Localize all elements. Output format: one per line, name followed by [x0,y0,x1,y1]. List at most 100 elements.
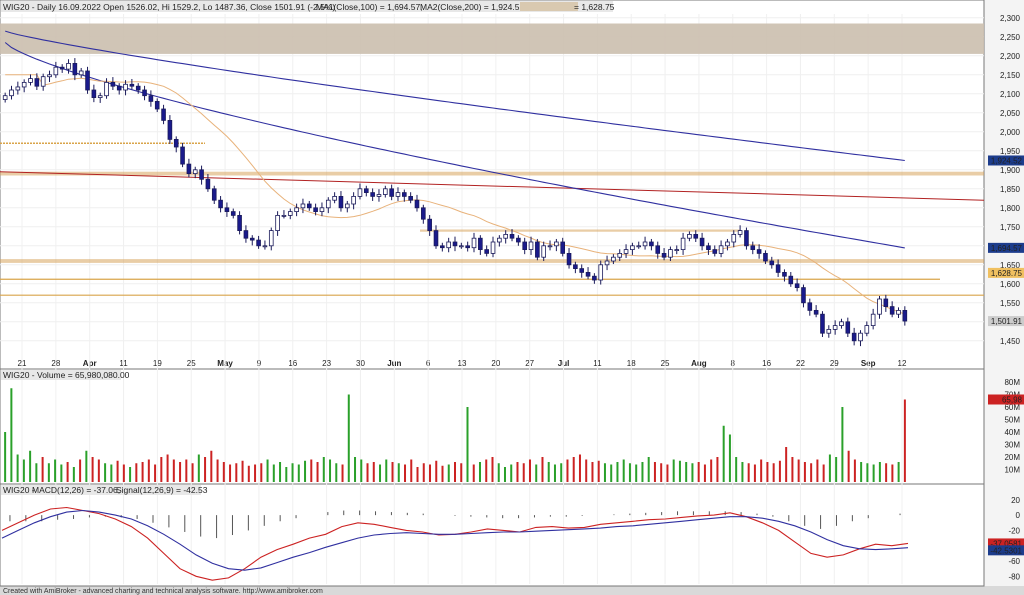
price-tick-label: 2,200 [1000,52,1021,61]
candle-body [566,252,572,266]
volume-bar [853,459,856,482]
candle-body [516,237,521,243]
candle-body [66,63,71,70]
candle-body [123,83,128,91]
volume-bar [772,463,775,482]
close-axis-tag: 1,501.91 [991,317,1023,326]
candle-body [744,230,749,247]
volume-bar [310,459,313,482]
volume-bar [10,388,13,482]
candle-body [585,271,591,277]
macd-lines [1,506,909,581]
volume-bar [354,457,357,482]
right-axis-strip [984,0,1024,595]
candle-body [28,78,33,83]
candle-body [332,195,337,201]
volume-bar [610,464,613,482]
candle-body [433,230,439,247]
candle-body [528,241,534,250]
volume-tick-label: 20M [1004,453,1020,462]
candle-body [72,63,78,76]
candle-body [839,321,844,326]
candle-body [623,249,629,254]
volume-bar [322,457,325,482]
ma2-label: MA2(Close,200) = 1,924.52, [420,2,527,12]
volume-bar [29,450,32,482]
candle-body [826,328,832,334]
candle-body [363,188,369,194]
candle-body [148,95,154,102]
volume-bar [753,464,756,482]
volume-bar [528,459,531,482]
macd-header-prefix: WIG20 - [3,485,35,495]
candle-body [243,230,249,239]
volume-bar [872,464,875,482]
candle-body [661,252,667,258]
volume-bar [335,463,338,482]
candle-body [59,66,65,70]
volume-bar [516,462,519,482]
candle-body [116,85,122,91]
volume-bar [410,459,413,482]
volume-bar [785,447,788,482]
candle-body [782,271,787,277]
price-tick-label: 1,550 [1000,299,1021,308]
volume-bar [316,462,319,482]
volume-bar [191,463,194,482]
volume-bar [341,464,344,482]
volume-bar [566,459,569,482]
price-axis: 1,4501,5001,5501,6001,6501,7001,7501,800… [988,14,1024,346]
candle-body [509,233,515,239]
volume-bar [116,460,119,482]
volume-bar [460,463,463,482]
volume-bar [841,407,844,482]
macd-tick-label: 0 [1016,511,1021,520]
volume-bar [760,459,763,482]
volume-bar [391,462,394,482]
volume-tick-label: 80M [1004,378,1020,387]
volume-bar [91,457,94,482]
volume-bar [216,459,219,482]
volume-bar [360,459,363,482]
candle-body [718,245,724,254]
candle-body [883,298,889,307]
volume-bar [247,465,250,482]
candle-body [490,241,496,254]
volume-tick-label: 40M [1004,428,1020,437]
volume-bar [691,463,694,482]
price-tick-label: 2,250 [1000,33,1021,42]
candle-body [351,195,356,205]
ma100-line [4,42,905,249]
volume-bar [791,457,794,482]
volume-bar [454,462,456,482]
candle-body [262,245,268,248]
price-tick-label: 2,050 [1000,109,1021,118]
volume-bar [41,457,44,482]
volume-bar [22,459,25,482]
candle-body [598,264,604,281]
candle-body [21,82,27,88]
candle-body [554,241,559,247]
candle-body [478,237,483,250]
price-tick-label: 1,950 [1000,147,1021,156]
macd-value-tag: -37.0581 [990,539,1022,548]
volume-bar [597,460,600,482]
candle-body [129,83,135,87]
volume-bar [297,464,300,482]
candle-body [699,237,705,247]
volume-bar [272,464,275,482]
volume-bar [478,462,481,482]
candle-body [230,211,236,216]
candle-body [687,233,692,239]
candle-body [357,188,363,197]
candle-body [249,237,255,241]
volume-bar [641,462,644,482]
resistance-zone [0,23,984,54]
volume-bar [728,434,731,482]
candle-body [769,260,775,266]
volume-bar [628,463,631,482]
footer-strip [0,586,1024,595]
ma1-axis-tag-bg [988,242,1024,253]
volume-bar [147,459,150,482]
